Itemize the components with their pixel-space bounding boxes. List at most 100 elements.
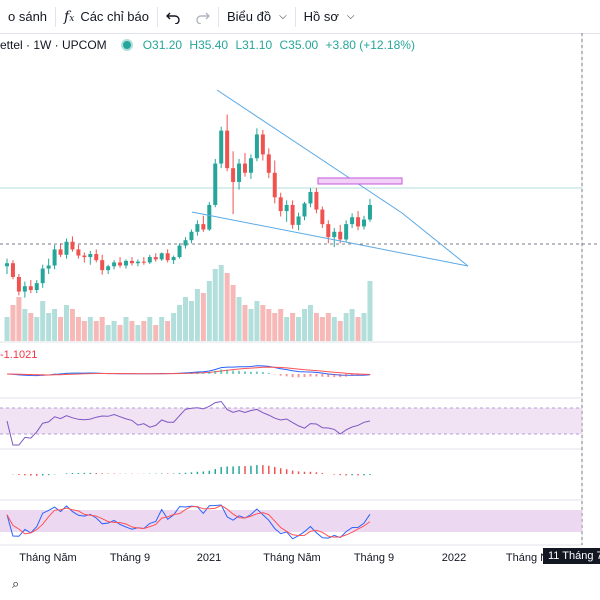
- zoom-icon[interactable]: ⌕: [12, 576, 20, 591]
- candle-body: [243, 163, 247, 173]
- time-axis-label: Tháng 9: [354, 552, 394, 564]
- symbol-title[interactable]: ettel · 1W · UPCOM: [0, 38, 107, 52]
- low-value: L31.10: [235, 38, 273, 52]
- candle-body: [28, 286, 33, 291]
- candle-body: [183, 240, 188, 246]
- profile-menu[interactable]: Hồ sơ ⌵: [296, 0, 363, 33]
- volume-bar: [206, 281, 212, 341]
- toolbar-divider: [294, 6, 296, 27]
- upper-trendline: [216, 89, 403, 214]
- volume-bar: [75, 317, 81, 341]
- candle-body: [94, 254, 99, 261]
- candle-body: [302, 203, 307, 217]
- volume-bar: [58, 317, 64, 341]
- candle-body: [219, 130, 224, 164]
- candle-body: [237, 163, 242, 182]
- volume-bar: [254, 301, 260, 341]
- time-axis-label: 2022: [442, 552, 466, 564]
- volume-bar: [87, 317, 93, 341]
- volume-bar: [10, 305, 16, 341]
- candle-body: [308, 191, 313, 204]
- volume-bar: [46, 313, 52, 341]
- volume-bar: [147, 317, 153, 341]
- candle-body: [207, 204, 212, 230]
- symbol-legend: ettel · 1W · UPCOM O31.20 H35.40 L31.10 …: [0, 38, 419, 52]
- volume-bar: [34, 317, 40, 341]
- redo-icon: [196, 12, 210, 24]
- volume-bar: [52, 309, 58, 341]
- candle-body: [213, 163, 218, 205]
- volume-bar: [296, 317, 302, 341]
- drawings: [191, 89, 469, 267]
- candle-body: [58, 249, 63, 255]
- chart-type-menu[interactable]: Biểu đồ ⌵: [219, 0, 295, 33]
- resistance-zone: [317, 177, 403, 185]
- volume-bar: [367, 281, 373, 341]
- volume-bar: [188, 301, 194, 341]
- redo-button[interactable]: [188, 0, 218, 33]
- undo-icon: [165, 12, 180, 24]
- indicators-button[interactable]: fx Các chỉ báo: [56, 0, 157, 33]
- volume-bar: [272, 313, 278, 341]
- toolbar-divider: [156, 6, 158, 27]
- change-value: +3.80 (+12.18%): [325, 38, 415, 52]
- volume-bar: [93, 321, 99, 341]
- compare-label: o sánh: [8, 9, 48, 24]
- candle-body: [135, 261, 140, 264]
- candle-body: [106, 266, 111, 271]
- market-status-icon: [120, 39, 133, 51]
- chevron-down-icon: ⌵: [346, 11, 355, 22]
- time-axis-label: Tháng 9: [110, 552, 150, 564]
- candle-body: [153, 257, 158, 260]
- volume-bar: [343, 313, 349, 341]
- candle-body: [34, 283, 39, 291]
- volume-bar: [212, 269, 218, 341]
- candle-body: [356, 217, 361, 227]
- volume-bar: [355, 317, 361, 341]
- candle-body: [16, 277, 21, 292]
- undo-button[interactable]: [158, 0, 188, 33]
- candlesticks: [5, 114, 372, 298]
- candle-body: [367, 204, 372, 220]
- volume-bar: [307, 305, 313, 341]
- macd-value: -1.1021: [0, 349, 38, 361]
- candle-body: [70, 241, 75, 250]
- close-value: C35.00: [279, 38, 319, 52]
- ohlc-values: O31.20 H35.40 L31.10 C35.00 +3.80 (+12.1…: [143, 38, 419, 52]
- volume-bar: [242, 305, 248, 341]
- candle-body: [278, 197, 283, 212]
- volume-bar: [290, 313, 296, 341]
- profile-menu-label: Hồ sơ: [303, 9, 339, 24]
- volume-bar: [4, 317, 10, 341]
- candle-body: [76, 249, 81, 256]
- volume-bar: [194, 289, 200, 341]
- candle-body: [118, 262, 123, 266]
- volume-bar: [64, 305, 69, 341]
- rsi-line: [6, 400, 371, 446]
- volume-bar: [165, 321, 171, 341]
- compare-button[interactable]: o sánh: [0, 0, 55, 33]
- candle-body: [314, 191, 319, 210]
- toolbar-divider: [55, 6, 57, 27]
- candle-body: [350, 217, 355, 225]
- volume-bar: [123, 317, 129, 341]
- volume-bar: [159, 317, 165, 341]
- candle-body: [112, 262, 117, 267]
- volume-bar: [117, 325, 123, 341]
- volume-bar: [183, 297, 188, 341]
- volume-bar: [171, 313, 177, 341]
- candle-body: [64, 241, 69, 255]
- candle-body: [165, 253, 170, 261]
- toolbar-divider: [217, 6, 219, 27]
- volume-bar: [325, 313, 331, 341]
- high-value: H35.40: [189, 38, 229, 52]
- price-chart[interactable]: Tháng Năm Tháng 9 2021 Tháng Năm Tháng 9 2022…: [0, 0, 600, 573]
- volume-bar: [153, 325, 159, 341]
- volume-bar: [260, 305, 266, 341]
- candle-body: [332, 231, 337, 238]
- top-toolbar: o sánh fx Các chỉ báo Biểu đồ ⌵ Hồ sơ ⌵: [0, 0, 600, 34]
- volume-bar: [105, 325, 111, 341]
- candle-body: [147, 257, 152, 263]
- candle-body: [225, 130, 230, 169]
- volume-bar: [266, 309, 272, 341]
